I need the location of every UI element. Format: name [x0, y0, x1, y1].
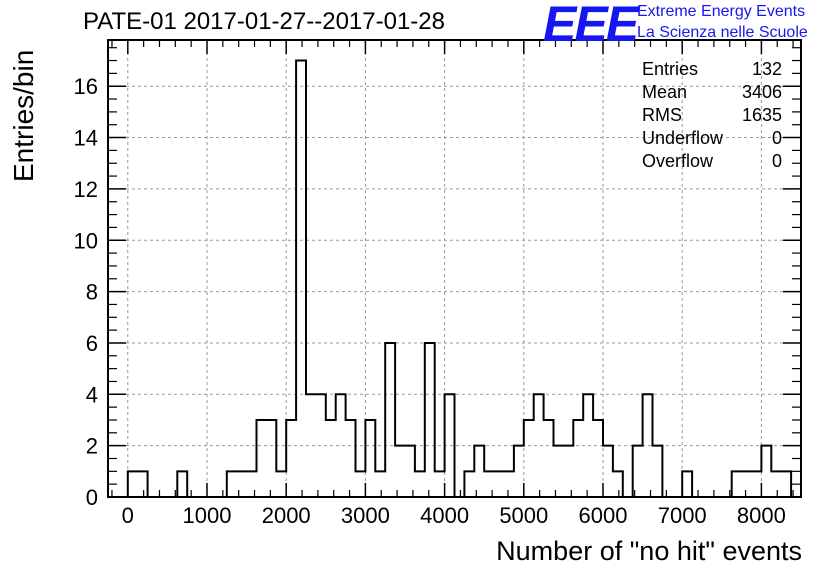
stats-value: 0	[771, 151, 782, 171]
x-tick-label: 5000	[499, 503, 548, 528]
y-tick-label: 0	[86, 485, 98, 510]
x-tick-label: 6000	[579, 503, 628, 528]
stats-key: RMS	[642, 105, 682, 125]
logo-line-2: La Scienza nelle Scuole	[637, 24, 808, 41]
stats-key: Mean	[642, 82, 688, 102]
logo-line-1: Extreme Energy Events	[637, 3, 806, 20]
stats-value: 1635	[741, 105, 782, 125]
eee-logo: EEE	[543, 0, 639, 52]
x-axis-label: Number of "no hit" events	[496, 536, 802, 566]
y-tick-label: 8	[86, 280, 98, 305]
y-axis-label: Entries/bin	[8, 49, 39, 182]
x-tick-label: 3000	[341, 503, 390, 528]
stats-value: 132	[751, 59, 782, 79]
stats-key: Overflow	[642, 151, 714, 171]
y-tick-label: 12	[74, 177, 98, 202]
y-tick-label: 4	[86, 382, 98, 407]
y-tick-label: 6	[86, 331, 98, 356]
y-tick-label: 10	[74, 228, 98, 253]
stats-value: 3406	[741, 82, 782, 102]
y-tick-label: 14	[74, 126, 98, 151]
stats-row: Overflow 0	[642, 151, 782, 174]
stats-key: Entries	[642, 59, 699, 79]
stats-box: Entries 132 Mean 3406 RMS 1635 Underflow 0 O…	[642, 59, 782, 174]
y-tick-label: 16	[74, 74, 98, 99]
x-tick-label: 8000	[737, 503, 786, 528]
stats-key: Underflow	[642, 128, 724, 148]
stats-row: RMS 1635	[642, 105, 782, 128]
stats-row: Mean 3406	[642, 82, 782, 105]
tick-labels: 0 1000 2000 3000 4000 5000 6000 7000 80000246810…	[74, 74, 786, 528]
x-tick-label: 7000	[658, 503, 707, 528]
x-tick-label: 2000	[262, 503, 311, 528]
x-tick-label: 0	[122, 503, 134, 528]
x-tick-label: 1000	[183, 503, 232, 528]
stats-row: Underflow 0	[642, 128, 782, 151]
chart-title: PATE-01 2017-01-27--2017-01-28	[83, 8, 445, 35]
x-tick-label: 4000	[420, 503, 469, 528]
axis-ticks	[108, 40, 801, 498]
plot-frame	[107, 39, 802, 498]
y-tick-label: 2	[86, 434, 98, 459]
stats-row: Entries 132	[642, 59, 782, 82]
stats-value: 0	[771, 128, 782, 148]
